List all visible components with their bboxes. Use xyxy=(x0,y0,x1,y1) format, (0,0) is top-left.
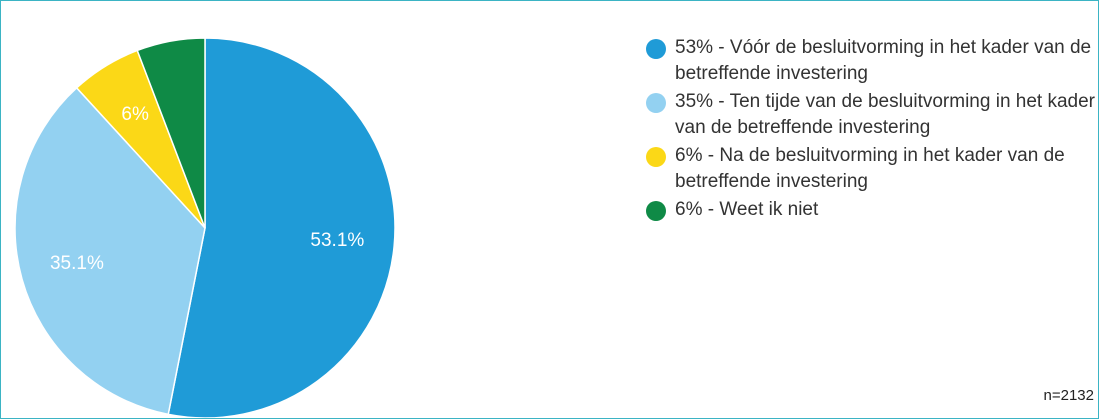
legend-marker xyxy=(646,93,666,113)
data-label: 6% xyxy=(121,104,149,125)
pie-slice xyxy=(14,86,206,416)
data-label: 35.1% xyxy=(50,253,104,274)
legend-label: 6% - Na de besluitvorming in het kader v… xyxy=(675,145,1065,192)
legend-marker xyxy=(646,147,666,167)
legend-marker xyxy=(646,201,666,221)
legend-item: 53% - Vóór de besluitvorming in het kade… xyxy=(646,35,1096,87)
legend-label: 6% - Weet ik niet xyxy=(675,199,819,220)
annotation: n=2132 xyxy=(1043,387,1094,404)
pie: 53.1% 35.1% 6% xyxy=(14,37,396,418)
legend-item: 6% - Na de besluitvorming in het kader v… xyxy=(646,143,1096,195)
data-label: 53.1% xyxy=(310,230,364,251)
pie-slice xyxy=(136,37,206,229)
legend: 53% - Vóór de besluitvorming in het kade… xyxy=(646,35,1096,225)
legend-marker xyxy=(646,39,666,59)
legend-item: 35% - Ten tijde van de besluitvorming in… xyxy=(646,89,1096,141)
legend-label: 53% - Vóór de besluitvorming in het kade… xyxy=(675,37,1092,84)
pie-slice xyxy=(167,37,396,418)
legend-item: 6% - Weet ik niet xyxy=(646,197,1096,223)
legend-label: 35% - Ten tijde van de besluitvorming in… xyxy=(675,91,1096,138)
